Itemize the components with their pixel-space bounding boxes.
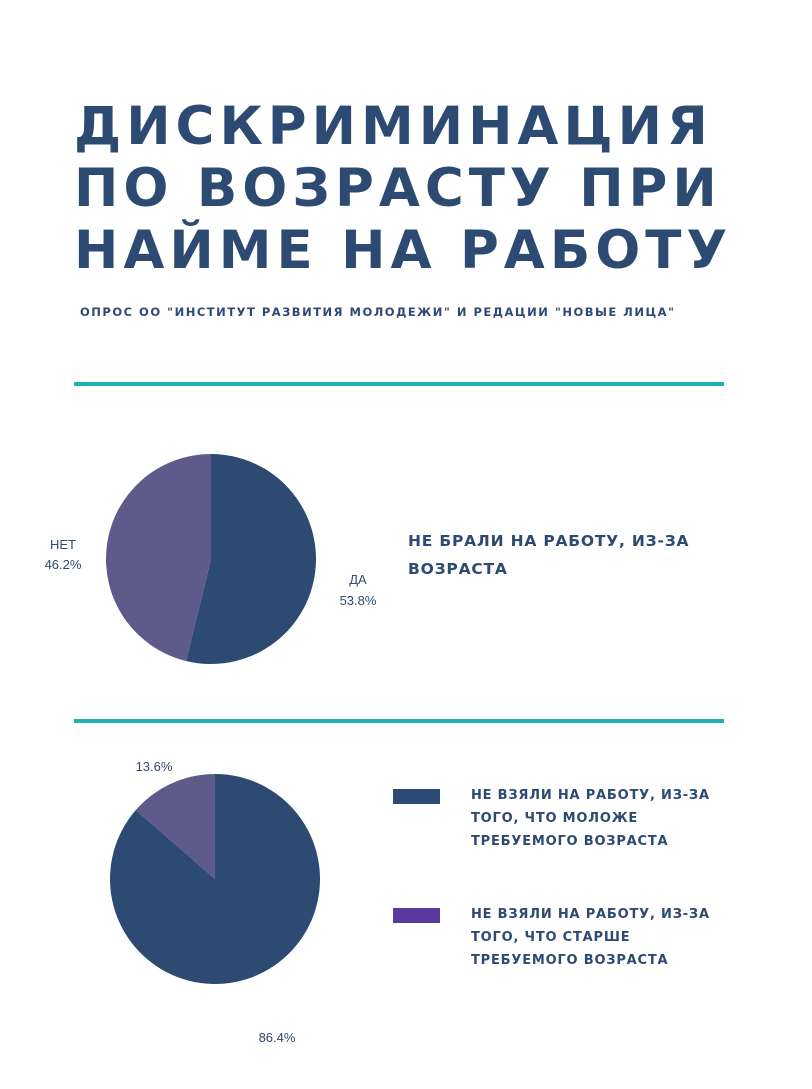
pie2-label-older-value: 13.6% (136, 759, 173, 774)
legend-swatch-older (393, 908, 440, 923)
pie1-label-da-value: 53.8% (340, 593, 377, 608)
divider-top (74, 382, 724, 386)
pie2-slice-1 (135, 774, 215, 879)
pie1-caption: НЕ БРАЛИ НА РАБОТУ, ИЗ-ЗА ВОЗРАСТА (408, 532, 690, 578)
pie-chart-age-reason (109, 774, 320, 984)
pie-chart-age-refusal (105, 454, 316, 664)
page-title: ДИСКРИМИНАЦИЯ ПО ВОЗРАСТУ ПРИ НАЙМЕ НА Р… (74, 96, 732, 282)
legend-swatch-younger (393, 789, 440, 804)
divider-middle (74, 719, 724, 723)
pie2-slice-0 (109, 774, 320, 984)
title-line-3: НАЙМЕ НА РАБОТУ (74, 220, 733, 281)
pie1-label-da-name: ДА (349, 572, 367, 587)
title-line-1: ДИСКРИМИНАЦИЯ (74, 96, 713, 157)
legend-text-older: НЕ ВЗЯЛИ НА РАБОТУ, ИЗ-ЗА ТОГО, ЧТО СТАР… (471, 907, 710, 968)
pie1-slice-1 (105, 454, 211, 662)
page-subtitle: ОПРОС ОО "ИНСТИТУТ РАЗВИТИЯ МОЛОДЕЖИ" И … (80, 305, 676, 319)
pie1-label-net-value: 46.2% (45, 557, 82, 572)
legend-text-younger: НЕ ВЗЯЛИ НА РАБОТУ, ИЗ-ЗА ТОГО, ЧТО МОЛО… (471, 788, 710, 849)
title-line-2: ПО ВОЗРАСТУ ПРИ (74, 158, 722, 219)
pie2-label-younger-value: 86.4% (259, 1030, 296, 1045)
pie1-label-net-name: НЕТ (50, 537, 76, 552)
pie1-slice-0 (186, 454, 316, 664)
